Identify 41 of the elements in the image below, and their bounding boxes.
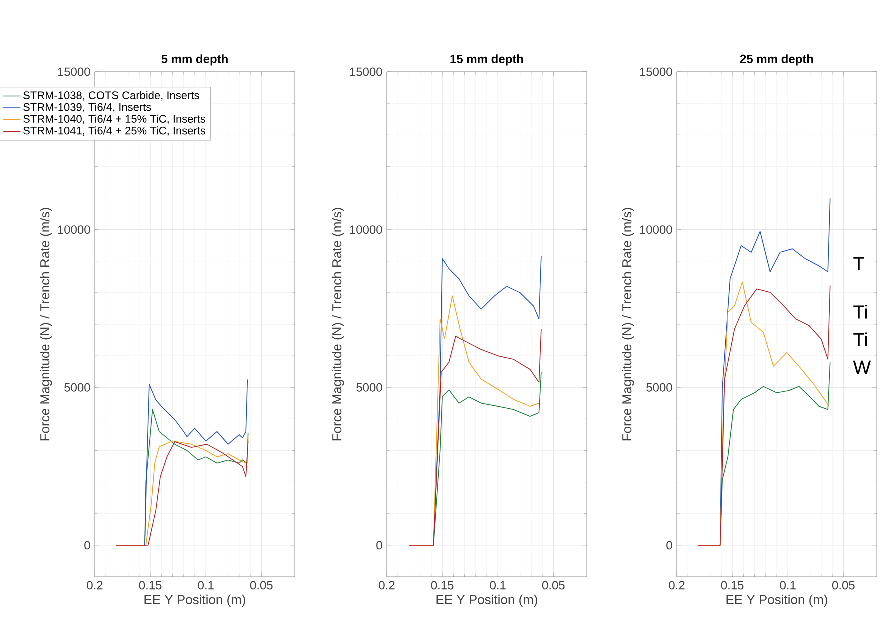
y-tick-label: 5000 [646, 383, 672, 392]
y-axis-title: Force Magnitude (N) / Trench Rate (m/s) [40, 208, 52, 441]
x-tick-label: 0.2 [669, 581, 685, 590]
x-tick-label: 0.15 [431, 581, 454, 590]
x-tick-label: 0.1 [780, 581, 796, 590]
x-tick-label: 0.1 [198, 581, 214, 590]
legend-label: STRM-1041, Ti6/4 + 25% TiC, Inserts [24, 126, 206, 136]
legend-label: STRM-1039, Ti6/4, Inserts [24, 103, 152, 112]
annotation: W [853, 360, 872, 374]
chart-title: 5 mm depth [162, 54, 228, 66]
chart-title: 15 mm depth [450, 54, 524, 66]
annotation: Ti [854, 304, 868, 319]
y-tick-label: 5000 [64, 383, 90, 392]
y-tick-label: 0 [376, 541, 382, 550]
y-tick-label: 0 [666, 541, 672, 550]
annotation: T [854, 257, 864, 270]
y-tick-label: 5000 [356, 383, 382, 392]
x-tick-label: 0.05 [250, 581, 273, 590]
y-tick-label: 0 [84, 541, 90, 550]
x-tick-label: 0.05 [832, 581, 855, 590]
y-tick-label: 10000 [58, 226, 90, 234]
x-tick-label: 0.2 [379, 581, 395, 590]
x-tick-label: 0.1 [490, 581, 506, 590]
y-tick-label: 15000 [58, 68, 90, 76]
y-tick-label: 10000 [350, 226, 382, 234]
x-tick-label: 0.05 [542, 581, 565, 590]
y-axis-title: Force Magnitude (N) / Trench Rate (m/s) [622, 208, 634, 441]
y-axis-title: Force Magnitude (N) / Trench Rate (m/s) [332, 208, 344, 441]
legend-label: STRM-1040, Ti6/4 + 15% TiC, Inserts [24, 114, 206, 124]
x-axis-title: EE Y Position (m) [144, 594, 246, 608]
x-axis-title: EE Y Position (m) [436, 594, 538, 608]
y-tick-label: 15000 [350, 68, 382, 76]
x-tick-label: 0.15 [721, 581, 744, 590]
x-tick-label: 0.15 [139, 581, 162, 590]
x-axis-title: EE Y Position (m) [726, 594, 828, 608]
chart-title: 25 mm depth [740, 54, 814, 66]
y-tick-label: 15000 [640, 68, 672, 76]
y-tick-label: 10000 [640, 226, 672, 234]
annotation: Ti [854, 332, 868, 347]
x-tick-label: 0.2 [87, 581, 103, 590]
legend-label: STRM-1038, COTS Carbide, Inserts [24, 91, 200, 101]
